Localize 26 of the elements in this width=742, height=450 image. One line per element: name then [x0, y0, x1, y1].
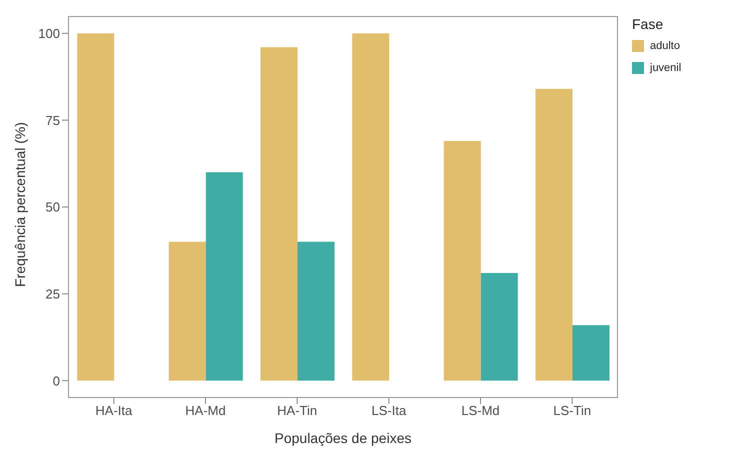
- legend-title: Fase: [632, 16, 664, 32]
- y-tick-label: 100: [38, 26, 60, 41]
- bar: [206, 172, 243, 381]
- bar: [260, 47, 298, 381]
- bar: [480, 272, 518, 381]
- x-tick-label: HA-Ita: [95, 403, 134, 418]
- y-tick-label: 75: [46, 112, 60, 128]
- x-axis-title: Populações de peixes: [274, 430, 412, 446]
- bar: [77, 33, 114, 381]
- x-tick-label: LS-Md: [461, 403, 500, 418]
- x-tick-label: HA-Tin: [277, 403, 318, 418]
- x-tick-label: LS-Tin: [553, 403, 592, 418]
- bar: [444, 141, 481, 381]
- bar: [168, 242, 206, 381]
- x-tick-label: LS-Ita: [371, 403, 407, 418]
- y-axis-title: Frequência percentual (%): [12, 122, 28, 287]
- y-tick-label: 50: [46, 200, 60, 215]
- x-tick-label: HA-Md: [185, 403, 226, 418]
- legend-label: adulto: [650, 40, 680, 52]
- bar: [352, 33, 390, 381]
- bar: [536, 88, 572, 381]
- bar: [572, 325, 610, 381]
- legend-label: juvenil: [650, 62, 682, 74]
- y-tick-label: 0: [52, 373, 60, 388]
- y-tick-label: 25: [46, 286, 60, 302]
- bar: [298, 242, 334, 381]
